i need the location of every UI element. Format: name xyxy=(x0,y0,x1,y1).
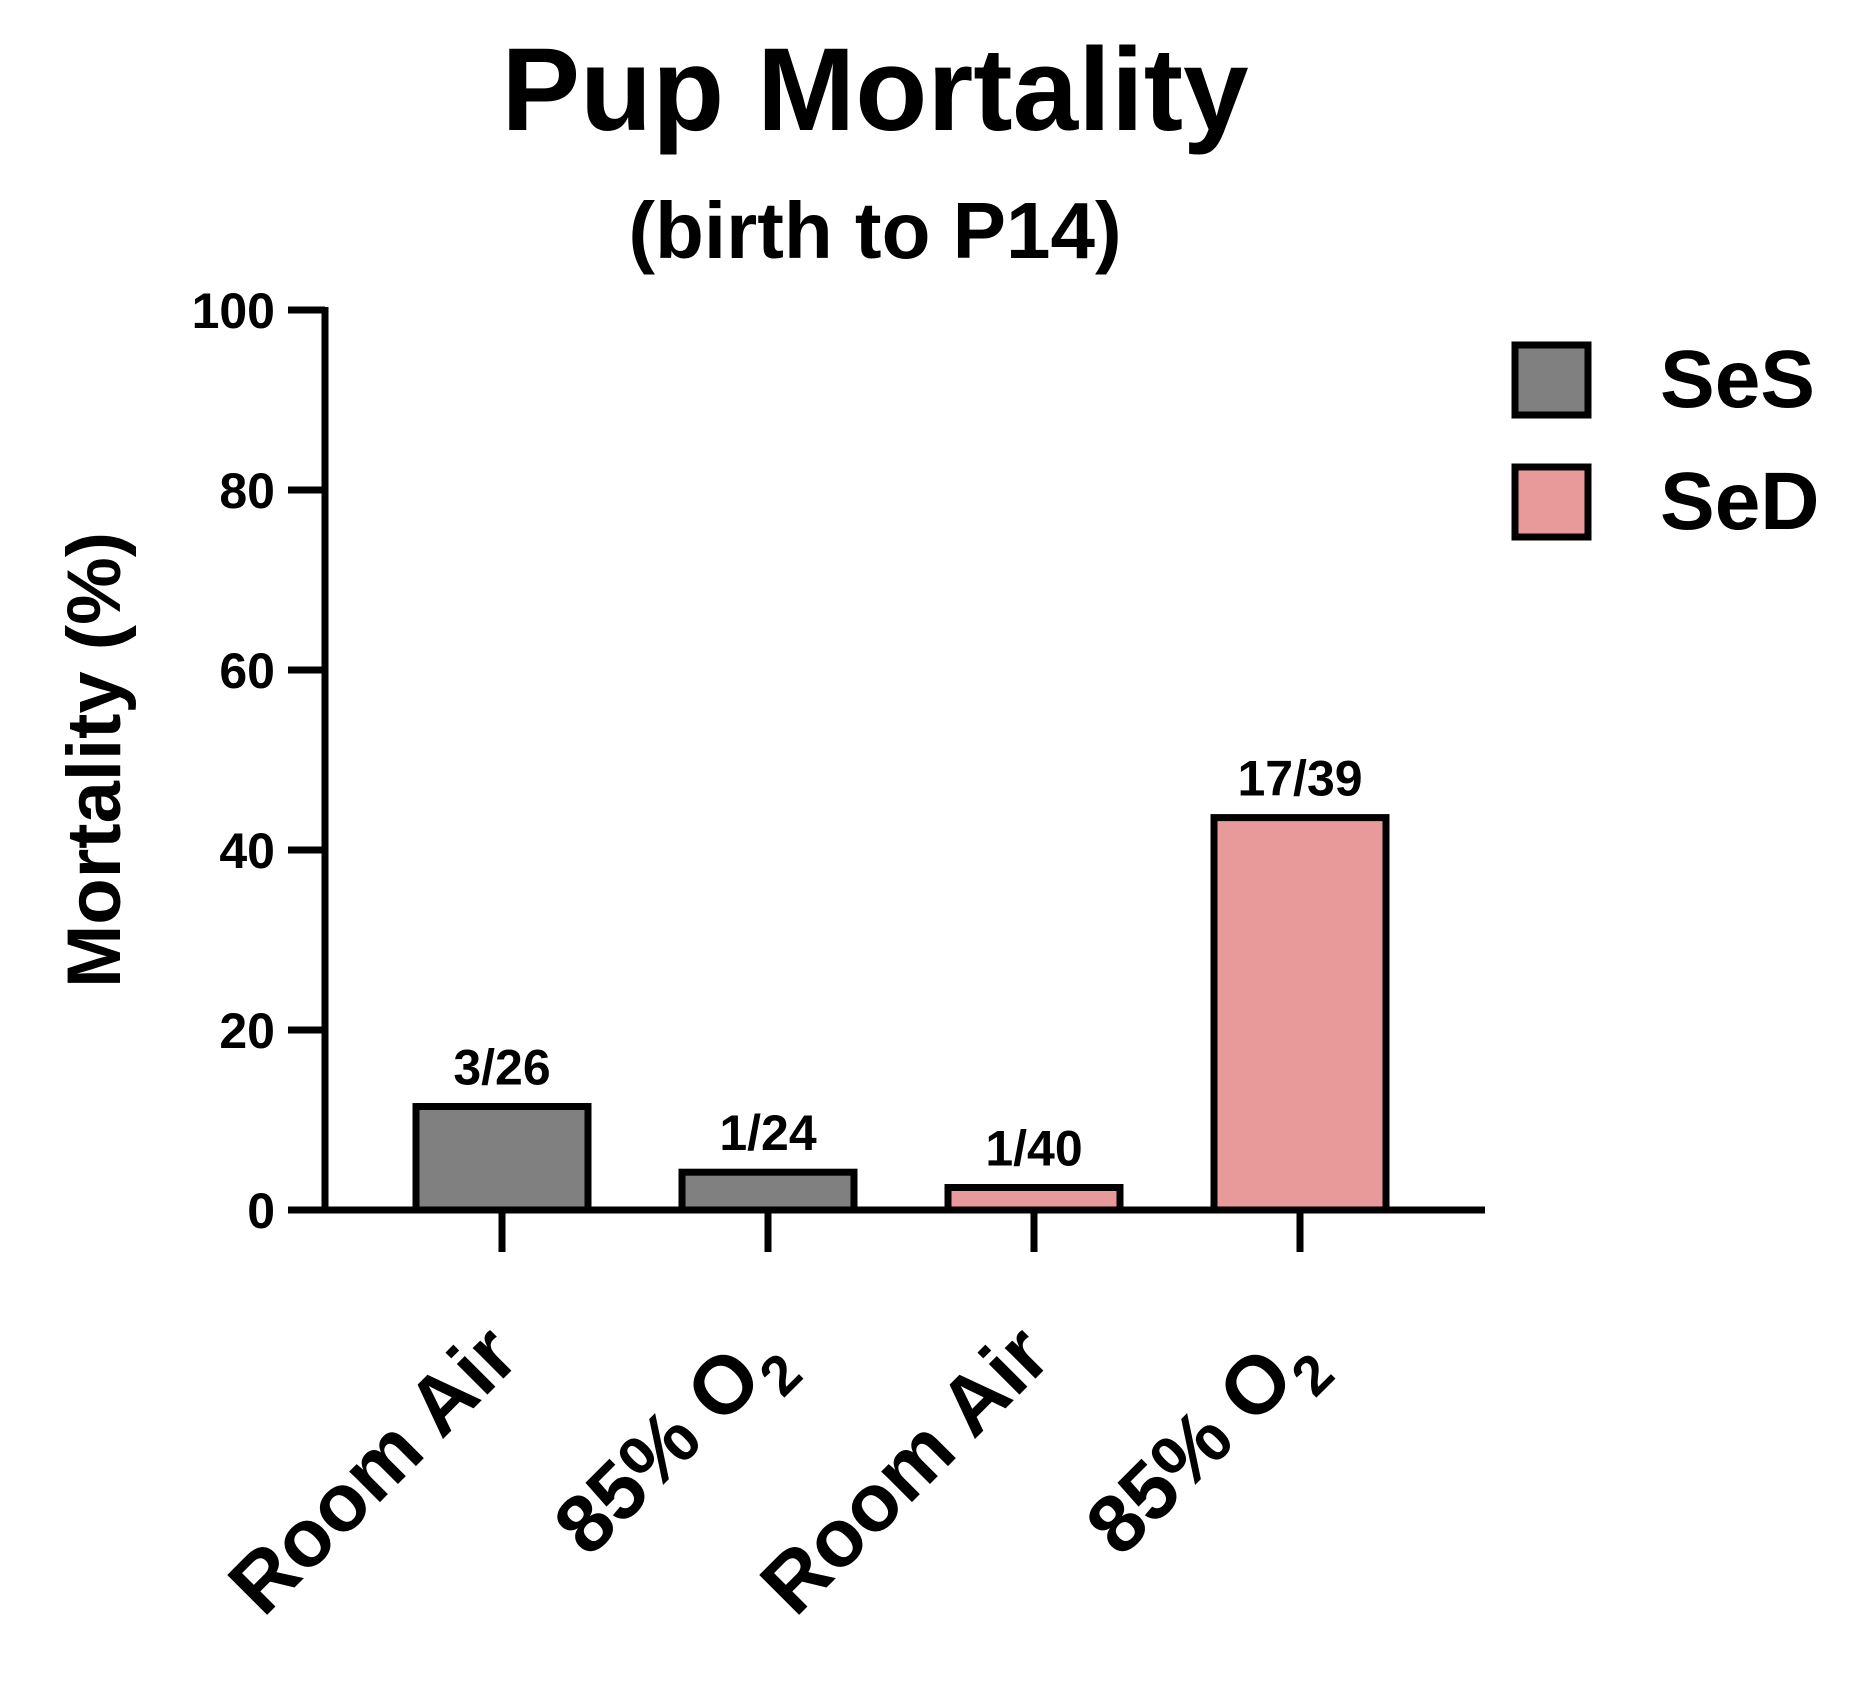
y-axis-label: Mortality (%) xyxy=(52,532,137,988)
legend-swatch xyxy=(1511,463,1592,541)
chart-subtitle: (birth to P14) xyxy=(628,186,1121,275)
x-tick-label-main: 85% O xyxy=(537,1330,779,1572)
legend-swatch xyxy=(1511,341,1592,419)
x-tick-label-main: Room Air xyxy=(744,1308,1067,1631)
bar xyxy=(1210,814,1390,1214)
x-tick-label: Room Air xyxy=(744,1308,1067,1631)
legend-label: SeD xyxy=(1660,456,1820,547)
y-tick-label: 60 xyxy=(219,643,275,699)
data-label: 1/40 xyxy=(985,1121,1082,1177)
legend: SeS SeD xyxy=(1511,334,1820,547)
plot-area: 0 20 40 60 80 100 3/26 Room Air 1/24 85% O2 1/40 Ro… xyxy=(192,283,1390,1632)
y-tick-label: 0 xyxy=(247,1183,275,1239)
y-tick-label: 40 xyxy=(219,823,275,879)
y-tick-label: 80 xyxy=(219,463,275,519)
chart-title: Pup Mortality xyxy=(501,24,1248,156)
data-label: 17/39 xyxy=(1237,751,1362,807)
y-tick-label: 20 xyxy=(219,1003,275,1059)
data-label: 3/26 xyxy=(453,1040,550,1096)
x-tick-label-main: 85% O xyxy=(1069,1330,1311,1572)
bar xyxy=(412,1103,592,1214)
legend-label: SeS xyxy=(1660,334,1815,425)
y-tick-label: 100 xyxy=(192,283,275,339)
bar xyxy=(678,1168,858,1214)
x-tick-label-main: Room Air xyxy=(212,1308,535,1631)
x-tick-label: Room Air xyxy=(212,1308,535,1631)
data-label: 1/24 xyxy=(719,1105,817,1161)
x-tick-label: 85% O2 xyxy=(1069,1308,1345,1584)
